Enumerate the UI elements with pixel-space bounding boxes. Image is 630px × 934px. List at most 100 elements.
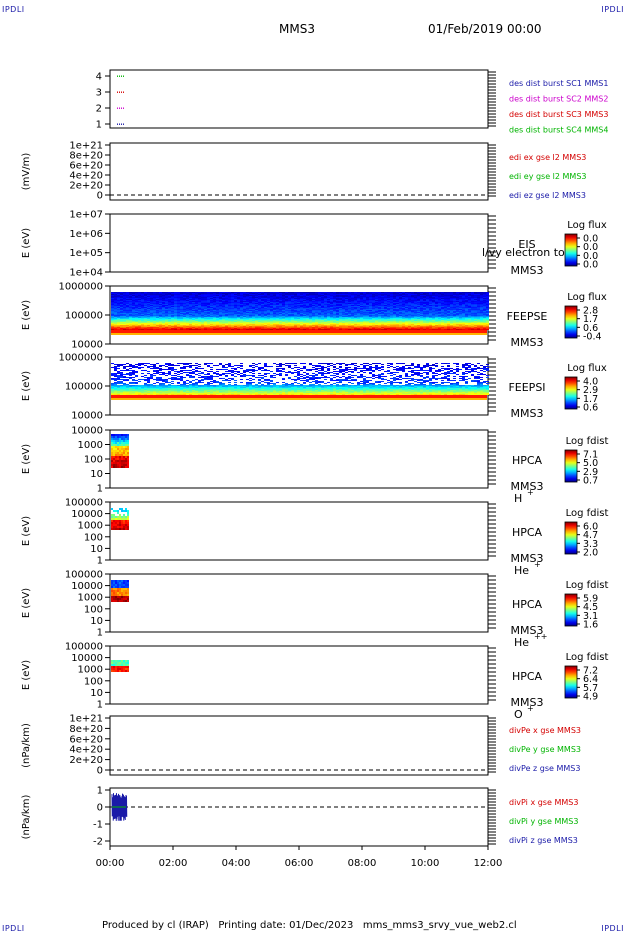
y-tick-label: 1e+07: [69, 210, 103, 221]
spectrogram-cell: [162, 306, 165, 307]
spectrogram-cell: [222, 318, 225, 319]
spectrogram-cell: [195, 312, 198, 313]
spectrogram-cell: [252, 327, 255, 328]
spectrogram-cell: [273, 312, 276, 313]
spectrogram-cell: [129, 298, 132, 299]
spectrogram-cell: [192, 324, 195, 325]
spectrogram-cell: [270, 292, 273, 293]
spectrogram-cell: [324, 313, 327, 314]
spectrogram-cell: [240, 328, 243, 329]
spectrogram-cell: [468, 319, 471, 320]
spectrogram-cell: [177, 316, 180, 317]
y-tick-label: 1000000: [58, 353, 103, 364]
spectrogram-cell: [354, 323, 357, 324]
spectrogram-cell: [465, 303, 468, 304]
spectrogram-cell: [321, 305, 324, 306]
spectrogram-cell: [207, 300, 210, 301]
spectrogram-cell: [297, 323, 300, 324]
spectrogram-cell: [390, 301, 393, 302]
spectrogram-cell: [159, 300, 162, 301]
spectrogram-cell: [465, 329, 468, 330]
spectrogram-cell: [129, 316, 132, 317]
spectrogram-cell: [288, 315, 291, 316]
spectrogram-cell: [474, 320, 477, 321]
spectrogram-cell: [126, 300, 129, 301]
spectrogram-cell: [270, 295, 273, 296]
spectrogram-cell: [285, 295, 288, 296]
spectrogram-cell: [315, 318, 318, 319]
spectrogram-cell: [201, 295, 204, 296]
spectrogram-cell: [153, 321, 156, 322]
spectrogram-cell: [162, 319, 165, 320]
spectrogram-cell: [399, 319, 402, 320]
spectrogram-cell: [399, 324, 402, 325]
spectrogram-cell: [456, 322, 459, 323]
spectrogram-cell: [357, 295, 360, 296]
spectrogram-cell: [114, 312, 117, 313]
spectrogram-cell: [264, 319, 267, 320]
spectrogram-cell: [429, 298, 432, 299]
spectrogram-cell: [318, 305, 321, 306]
spectrogram-cell: [210, 312, 213, 313]
spectrogram-cell: [372, 308, 375, 309]
spectrogram-cell: [237, 325, 240, 326]
spectrogram-cell: [228, 322, 231, 323]
spectrogram-cell: [363, 296, 366, 297]
spectrogram-cell: [339, 302, 342, 303]
spectrogram-cell: [417, 299, 420, 300]
spectrogram-cell: [483, 316, 486, 317]
spectrogram-cell: [222, 305, 225, 306]
spectrogram-cell: [141, 326, 144, 327]
spectrogram-cell: [402, 293, 405, 294]
spectrogram-cell: [189, 297, 192, 298]
spectrogram-cell: [150, 329, 153, 330]
spectrogram-cell: [486, 305, 489, 306]
spectrogram-cell: [486, 311, 489, 312]
spectrogram-cell: [354, 301, 357, 302]
spectrogram-cell: [414, 298, 417, 299]
spectrogram-cell: [438, 307, 441, 308]
spectrogram-cell: [204, 320, 207, 321]
spectrogram-cell: [216, 314, 219, 315]
spectrogram-cell: [156, 298, 159, 299]
spectrogram-cell: [243, 315, 246, 316]
spectrogram-cell: [135, 312, 138, 313]
spectrogram-cell: [306, 320, 309, 321]
spectrogram-cell: [270, 302, 273, 303]
spectrogram-cell: [396, 324, 399, 325]
spectrogram-cell: [273, 305, 276, 306]
instrument-name: FEEPSI: [508, 381, 545, 394]
des-burst-mark: [119, 75, 120, 77]
spectrogram-cell: [189, 308, 192, 309]
spectrogram-cell: [231, 329, 234, 330]
spectrogram-cell: [366, 294, 369, 295]
spectrogram-cell: [288, 295, 291, 296]
spectrogram-cell: [207, 310, 210, 311]
spectrogram-cell: [150, 295, 153, 296]
colorbar: [564, 233, 578, 267]
spectrogram-cell: [237, 324, 240, 325]
spectrogram-cell: [312, 327, 315, 328]
spectrogram-cell: [174, 322, 177, 323]
spectrogram-cell: [111, 302, 114, 303]
spectrogram-cell: [387, 312, 390, 313]
spectrogram-cell: [291, 314, 294, 315]
spectrogram-cell: [456, 301, 459, 302]
spectrogram-cell: [408, 306, 411, 307]
spectrogram-cell: [387, 326, 390, 327]
spectrogram-cell: [324, 322, 327, 323]
spectrogram-cell: [327, 305, 330, 306]
spectrogram-cell: [468, 324, 471, 325]
spectrogram-cell: [345, 293, 348, 294]
spectrogram-cell: [336, 317, 339, 318]
spectrogram-cell: [246, 292, 249, 293]
spectrogram-cell: [159, 298, 162, 299]
spectrogram-cell: [210, 296, 213, 297]
spectrogram-cell: [219, 324, 222, 325]
spectrogram-cell: [150, 310, 153, 311]
spectrogram-cell: [261, 307, 264, 308]
spectrogram-cell: [393, 315, 396, 316]
spectrogram-cell: [327, 314, 330, 315]
